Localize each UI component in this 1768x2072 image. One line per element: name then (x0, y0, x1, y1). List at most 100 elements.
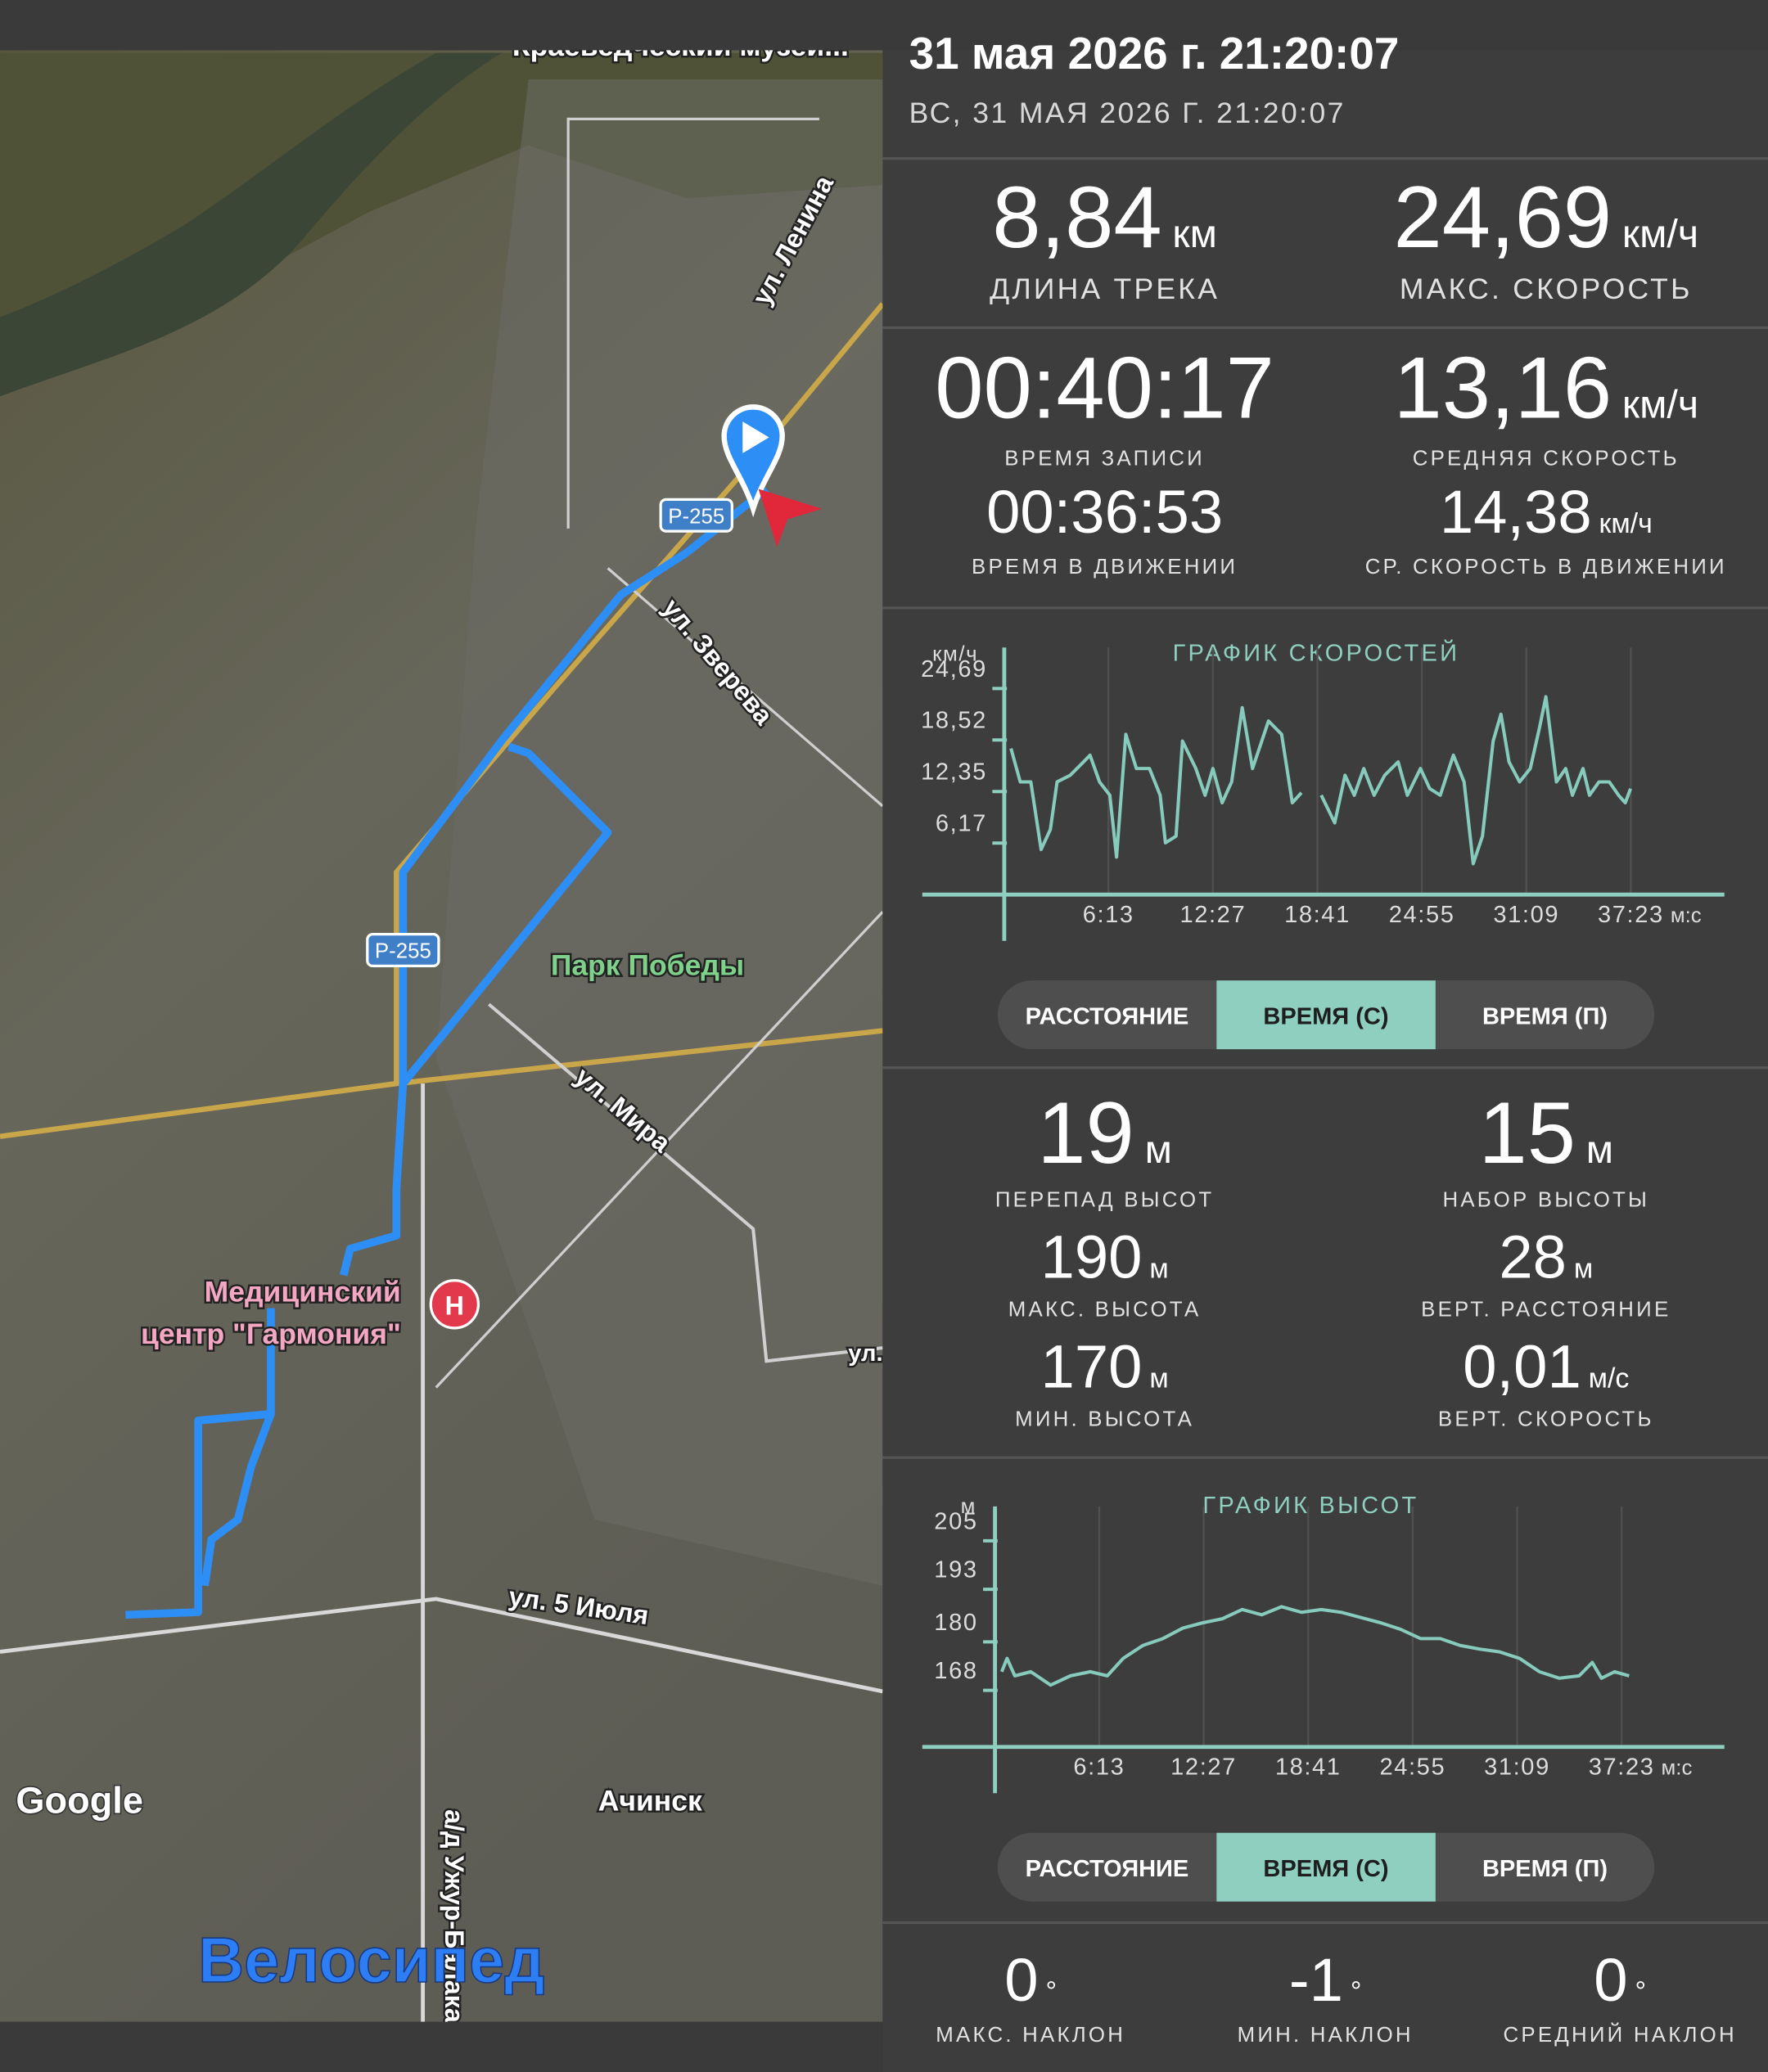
stat-number: -1 (1289, 1946, 1343, 2014)
stat-number: 00:36:53 (986, 478, 1223, 546)
map-road (435, 117, 883, 1389)
stat-label: ВРЕМЯ В ДВИЖЕНИИ (972, 556, 1238, 579)
stat-value: 00:40:17 (935, 339, 1274, 436)
x-tick-label: 37:23 (1598, 902, 1664, 928)
stat-unit: км/ч (1599, 508, 1653, 539)
map-label: Медицинский (205, 1276, 401, 1309)
y-tick-label: 18,52 (921, 708, 987, 734)
data-line (999, 1605, 1630, 1687)
road-sign (659, 498, 733, 533)
stat-value: -1 ° (1289, 1946, 1362, 2014)
x-tick-label: 18:41 (1284, 902, 1351, 928)
stat-label: МИН. НАКЛОН (1238, 2024, 1414, 2047)
stat-label: ВЕРТ. РАССТОЯНИЕ (1421, 1298, 1671, 1321)
tab[interactable]: ВРЕМЯ (С) (1263, 1003, 1388, 1029)
tab[interactable]: РАССТОЯНИЕ (1026, 1003, 1189, 1029)
stat-label: МАКС. НАКЛОН (936, 2024, 1125, 2047)
stats-panel (882, 50, 1768, 2072)
map-label: Ачинск (598, 1784, 702, 1817)
stat-value: 0 ° (1004, 1946, 1057, 2014)
stat-label: НАБОР ВЫСОТЫ (1442, 1188, 1649, 1211)
stat-number: 190 (1041, 1223, 1143, 1290)
map-label: Парк Победы (551, 949, 744, 982)
chart-title: ГРАФИК ВЫСОТ (1202, 1493, 1418, 1519)
y-tick-label: 193 (934, 1557, 977, 1583)
x-tick-label: 6:13 (1083, 902, 1134, 928)
travel-mode: Велосипед (198, 1926, 544, 1996)
tab[interactable]: ВРЕМЯ (С) (1263, 1856, 1388, 1882)
stat-value: 19 м (1037, 1084, 1172, 1182)
stat-unit: м (1574, 1254, 1593, 1285)
stat-number: 28 (1499, 1223, 1567, 1290)
x-tick-label: 6:13 (1073, 1754, 1125, 1781)
map-attribution: Google (16, 1779, 143, 1821)
finish-marker[interactable] (758, 489, 823, 547)
road-sign-label: Р-255 (668, 505, 724, 528)
stat-number: 24,69 (1394, 169, 1612, 266)
stat-label: СРЕДНИЙ НАКЛОН (1504, 2022, 1737, 2047)
stat-number: 8,84 (992, 169, 1161, 266)
stat-number: 0 (1594, 1946, 1627, 2014)
map-label: ул. (848, 1340, 882, 1367)
tab[interactable]: РАССТОЯНИЕ (1026, 1856, 1189, 1882)
stat-number: 00:40:17 (935, 339, 1274, 436)
stat-number: 170 (1041, 1333, 1143, 1401)
tab-selected (1216, 980, 1436, 1050)
stat-value: 190 м (1041, 1223, 1169, 1290)
stat-unit: м/с (1589, 1363, 1630, 1394)
stat-value: 15 м (1479, 1084, 1614, 1182)
stat-number: 14,38 (1440, 478, 1592, 546)
x-axis-label: м:с (1662, 1757, 1693, 1780)
y-tick-label: 12,35 (921, 759, 987, 786)
y-tick-label: 180 (934, 1610, 977, 1636)
stat-value: 28 м (1499, 1223, 1593, 1290)
stat-unit: ° (1635, 1976, 1647, 2007)
y-tick-label: 6,17 (936, 811, 987, 837)
stat-unit: ° (1046, 1976, 1058, 2007)
start-marker[interactable] (721, 404, 785, 518)
stat-number: 0,01 (1463, 1333, 1581, 1401)
stat-unit: км/ч (1622, 212, 1698, 256)
map-river (0, 52, 503, 397)
stat-label: СР. СКОРОСТЬ В ДВИЖЕНИИ (1365, 556, 1727, 579)
x-axis-label: м:с (1671, 904, 1702, 927)
stat-value: 14,38 км/ч (1440, 478, 1653, 546)
y-tick-label: 168 (934, 1658, 977, 1684)
y-tick-label: 24,69 (921, 656, 987, 682)
tab[interactable]: ВРЕМЯ (П) (1482, 1856, 1608, 1882)
stat-value: 00:36:53 (986, 478, 1223, 546)
x-tick-label: 12:27 (1179, 902, 1246, 928)
hospital-marker[interactable] (429, 1279, 480, 1330)
stat-unit: км/ч (1622, 382, 1698, 426)
dividers (882, 157, 1768, 1925)
tab-selected (1216, 1832, 1436, 1902)
stat-label: СРЕДНЯЯ СКОРОСТЬ (1413, 447, 1680, 470)
stat-number: 13,16 (1394, 339, 1612, 436)
stat-label: ВЕРТ. СКОРОСТЬ (1438, 1408, 1654, 1430)
data-line (1009, 695, 1632, 866)
x-tick-label: 37:23 (1589, 1754, 1655, 1781)
map-road (488, 1002, 883, 1363)
y-axis-label: км/ч (932, 642, 978, 665)
stat-label: МАКС. СКОРОСТЬ (1400, 273, 1693, 305)
stat-unit: м (1145, 1128, 1172, 1172)
stat-value: 0,01 м/с (1463, 1333, 1629, 1401)
tab[interactable]: ВРЕМЯ (П) (1482, 1003, 1608, 1029)
stat-value: 8,84 км (992, 169, 1217, 266)
stat-unit: км (1172, 212, 1216, 256)
x-tick-label: 18:41 (1275, 1754, 1342, 1781)
chart-title: ГРАФИК СКОРОСТЕЙ (1173, 638, 1460, 666)
stat-label: ДЛИНА ТРЕКА (990, 273, 1220, 305)
stat-label: МАКС. ВЫСОТА (1008, 1298, 1202, 1321)
stat-value: 13,16 км/ч (1394, 339, 1699, 436)
y-tick-label: 205 (934, 1508, 977, 1534)
stat-number: 19 (1037, 1084, 1134, 1182)
x-tick-label: 24:55 (1379, 1754, 1446, 1781)
map-label: Краеведческий музей... (512, 29, 849, 62)
y-axis-label: м (961, 1495, 976, 1518)
stat-value: 24,69 км/ч (1394, 169, 1699, 266)
stat-unit: м (1149, 1254, 1168, 1285)
